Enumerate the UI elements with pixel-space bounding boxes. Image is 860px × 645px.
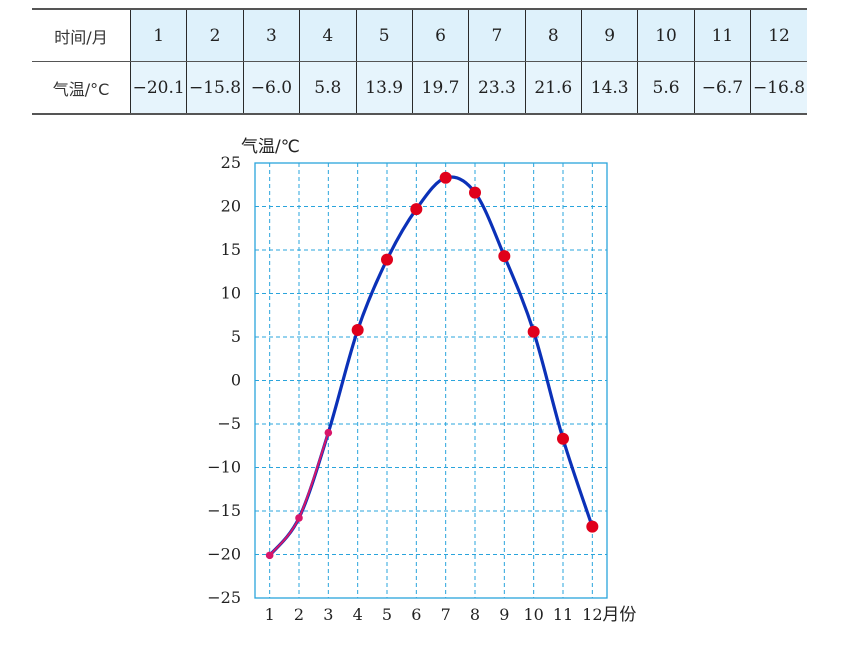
x-tick-label: 12 (582, 605, 602, 624)
y-tick-label: 5 (231, 327, 241, 346)
data-point (324, 428, 333, 437)
y-tick-label: −25 (207, 588, 241, 607)
y-tick-label: −15 (207, 501, 241, 520)
temperature-cell: 23.3 (468, 61, 526, 115)
month-cell: 5 (355, 8, 413, 62)
chart-grid (255, 163, 607, 598)
month-cell: 7 (468, 8, 526, 62)
data-points (265, 171, 599, 560)
data-point (469, 186, 481, 199)
x-tick-label: 10 (523, 605, 543, 624)
temperature-cell: −6.0 (242, 61, 300, 115)
temperature-row-header: 气温/°C (32, 61, 131, 115)
x-tick-label: 9 (499, 605, 509, 624)
x-tick-labels: 1 2 3 4 5 6 7 8 9 10 11 12 (265, 605, 603, 624)
data-point (410, 203, 423, 216)
temperature-row: 气温/°C −20.1 −15.8 −6.0 5.8 13.9 19.7 23.… (32, 61, 807, 115)
fitted-curve (268, 175, 594, 557)
y-tick-labels: 25 20 15 10 5 0 −5 −10 −15 −20 −25 (207, 153, 241, 607)
x-tick-label: 8 (470, 605, 480, 624)
y-tick-label: 10 (221, 284, 241, 303)
temperature-cell: −15.8 (186, 61, 244, 115)
temperature-cell: −16.8 (750, 61, 807, 115)
plot-frame (254, 162, 608, 599)
x-tick-label: 6 (411, 605, 421, 624)
temperature-cell: −6.7 (693, 61, 751, 115)
x-axis-title: 月份 (602, 605, 636, 625)
month-cell: 12 (750, 8, 807, 62)
temperature-cell: 5.8 (299, 61, 356, 115)
y-tick-label: −20 (207, 545, 241, 564)
x-tick-label: 5 (382, 605, 392, 624)
data-point (295, 514, 303, 522)
month-row-header: 时间/月 (32, 8, 131, 62)
y-tick-label: 0 (231, 371, 241, 390)
y-tick-label: −5 (217, 414, 241, 433)
month-cell: 11 (693, 8, 751, 62)
x-tick-label: 11 (553, 605, 573, 624)
temperature-cell: 14.3 (580, 61, 638, 115)
y-tick-label: 15 (221, 240, 241, 259)
temperature-cell: 13.9 (355, 61, 413, 115)
month-cell: 8 (524, 8, 582, 62)
temperature-cell: 21.6 (524, 61, 582, 115)
data-point (265, 551, 274, 560)
data-point (527, 325, 540, 338)
temperature-table: 时间/月 1 2 3 4 5 6 7 8 9 10 11 12 气温/°C −2… (32, 8, 807, 115)
data-point (381, 253, 393, 266)
y-axis-title: 气温/℃ (241, 137, 300, 157)
x-tick-label: 2 (294, 605, 304, 624)
x-tick-label: 1 (265, 605, 275, 624)
month-cell: 9 (580, 8, 638, 62)
temperature-cell: −20.1 (129, 61, 187, 115)
data-point (351, 324, 364, 337)
month-cell: 4 (299, 8, 356, 62)
month-cell: 3 (242, 8, 300, 62)
y-tick-label: −10 (207, 458, 241, 477)
month-cell: 1 (129, 8, 187, 62)
data-point (557, 432, 569, 445)
y-tick-label: 25 (221, 153, 241, 172)
y-tick-label: 20 (221, 197, 241, 216)
temperature-cell: 5.6 (637, 61, 695, 115)
month-cell: 10 (637, 8, 695, 62)
x-tick-label: 4 (353, 605, 363, 624)
data-point (586, 520, 599, 533)
x-tick-label: 3 (323, 605, 333, 624)
x-tick-label: 7 (441, 605, 451, 624)
temperature-cell: 19.7 (411, 61, 469, 115)
month-cell: 2 (186, 8, 244, 62)
month-cell: 6 (411, 8, 469, 62)
month-row: 时间/月 1 2 3 4 5 6 7 8 9 10 11 12 (32, 8, 807, 62)
data-point (498, 250, 511, 263)
data-point (439, 171, 452, 184)
